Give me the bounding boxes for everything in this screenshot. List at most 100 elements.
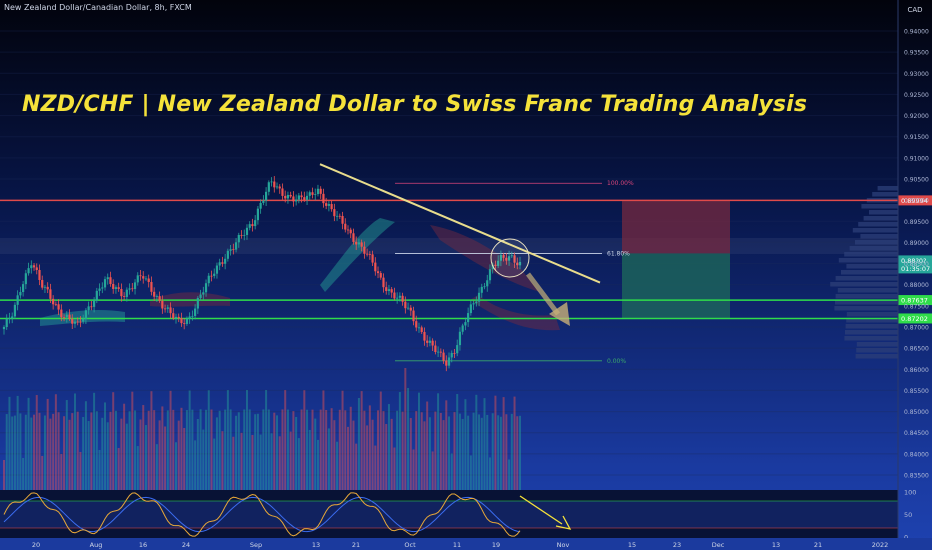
descending-trendline[interactable] bbox=[319, 163, 601, 284]
candle-body bbox=[13, 304, 17, 317]
stop-loss-zone[interactable] bbox=[622, 200, 730, 254]
candle-body bbox=[92, 300, 96, 307]
volume-bar bbox=[150, 391, 153, 490]
volume-bar bbox=[360, 391, 363, 490]
highlight-circle[interactable] bbox=[490, 238, 530, 278]
price-tick-label: 0.91500 bbox=[904, 134, 929, 141]
price-tick-label: 0.87500 bbox=[904, 303, 929, 310]
candle-body bbox=[305, 195, 309, 200]
candle-body bbox=[229, 249, 232, 251]
volume-bar bbox=[191, 409, 194, 490]
volume-bar bbox=[284, 390, 287, 490]
volume-bar bbox=[387, 404, 390, 490]
candle-body bbox=[32, 265, 36, 268]
volume-bar bbox=[417, 392, 420, 490]
candle-body bbox=[84, 310, 88, 319]
price-axis[interactable]: CAD 0.83500 0.84000 0.84500 0.85000 0.85500 0.… bbox=[897, 0, 929, 550]
fib-level-label: 61.80% bbox=[607, 250, 630, 257]
volume-bar bbox=[434, 411, 437, 490]
candle-body bbox=[278, 186, 281, 189]
volume-bar bbox=[431, 451, 434, 490]
volume-bar bbox=[63, 416, 66, 490]
volume-bar bbox=[218, 410, 221, 490]
volume-bar bbox=[333, 420, 336, 490]
oscillator-axis-label: 50 bbox=[904, 511, 912, 519]
volume-bar bbox=[390, 418, 393, 490]
volume-bar bbox=[117, 448, 120, 490]
candle-body bbox=[204, 283, 208, 293]
volume-bar bbox=[259, 434, 262, 490]
volume-bar bbox=[486, 414, 489, 490]
candle-body bbox=[286, 194, 290, 199]
volume-bar bbox=[144, 425, 147, 490]
candle-body bbox=[65, 314, 68, 318]
volume-bar bbox=[169, 390, 172, 490]
time-tick-label: 19 bbox=[492, 541, 500, 549]
volume-bar bbox=[185, 410, 188, 490]
volume-bar bbox=[235, 415, 238, 490]
volume-bar bbox=[245, 390, 248, 490]
time-tick-label: 21 bbox=[814, 541, 822, 549]
volume-bar bbox=[13, 415, 16, 490]
candle-body bbox=[49, 289, 52, 299]
volume-bar bbox=[33, 414, 36, 490]
volume-bar bbox=[24, 414, 27, 490]
price-tick-label: 0.90500 bbox=[904, 177, 929, 184]
bearish-arrow-head[interactable] bbox=[549, 302, 570, 326]
time-tick-label: Dec bbox=[712, 541, 725, 549]
trade-position[interactable] bbox=[622, 200, 730, 319]
volume-bar bbox=[412, 449, 415, 490]
fib-level-label: 100.00% bbox=[607, 180, 634, 187]
volume-bar bbox=[437, 393, 440, 490]
volume-profile-bar bbox=[845, 330, 898, 335]
candle-body bbox=[447, 357, 451, 366]
volume-bar bbox=[188, 390, 191, 490]
bearish-arrow-shaft[interactable] bbox=[526, 272, 560, 316]
candle-body bbox=[153, 291, 156, 297]
price-tick-label: 0.89000 bbox=[904, 240, 929, 247]
candle-body bbox=[497, 260, 500, 266]
volume-bar bbox=[256, 413, 259, 490]
volume-bar bbox=[125, 423, 128, 490]
candle-body bbox=[396, 297, 399, 299]
volume-bar bbox=[3, 460, 5, 490]
volume-profile-bar bbox=[830, 282, 898, 287]
candle-body bbox=[139, 275, 142, 277]
candle-body bbox=[420, 327, 423, 332]
volume-profile-bar bbox=[856, 342, 898, 347]
candle-body bbox=[434, 345, 437, 353]
time-tick-label: 15 bbox=[628, 541, 636, 549]
volume-bar bbox=[407, 388, 410, 490]
candle-body bbox=[439, 351, 442, 353]
fibonacci-retracement[interactable]: 100.00% 61.80% 0.00% bbox=[395, 180, 634, 365]
candle-body bbox=[82, 318, 85, 322]
volume-bar bbox=[344, 410, 347, 490]
volume-bar bbox=[442, 420, 445, 490]
candle-body bbox=[431, 340, 434, 346]
take-profit-zone[interactable] bbox=[622, 253, 730, 319]
volume-bar bbox=[319, 409, 322, 490]
time-axis[interactable]: 20 Aug 16 24 Sep 13 21 Oct 11 19 Nov 15 23 Dec 13 21 202… bbox=[0, 538, 932, 550]
annotations[interactable] bbox=[319, 163, 601, 326]
candle-body bbox=[308, 192, 311, 196]
volume-bar bbox=[49, 418, 52, 490]
volume-bar bbox=[396, 410, 399, 490]
candle-body bbox=[150, 282, 153, 292]
candle-body bbox=[311, 192, 314, 195]
candle-body bbox=[404, 301, 407, 309]
candle-body bbox=[330, 204, 333, 210]
volume-bar bbox=[469, 455, 472, 490]
candle-body bbox=[385, 287, 388, 292]
candle-body bbox=[196, 298, 199, 309]
volume-profile-bar bbox=[837, 288, 898, 293]
candle-body bbox=[224, 258, 227, 264]
volume-bar bbox=[54, 394, 57, 490]
volume-profile-bar bbox=[849, 246, 898, 251]
volume-bar bbox=[316, 439, 319, 490]
volume-profile-bar bbox=[834, 306, 898, 311]
horizontal-levels[interactable]: 0.89994 0.87637 0.87202 0.88?0?01:35:07 bbox=[0, 195, 932, 324]
volume-bar bbox=[347, 426, 349, 490]
candle-body bbox=[147, 278, 150, 283]
volume-bar bbox=[183, 428, 186, 490]
